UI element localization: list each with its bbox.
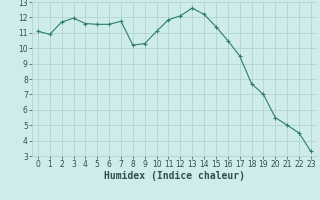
X-axis label: Humidex (Indice chaleur): Humidex (Indice chaleur) <box>104 171 245 181</box>
